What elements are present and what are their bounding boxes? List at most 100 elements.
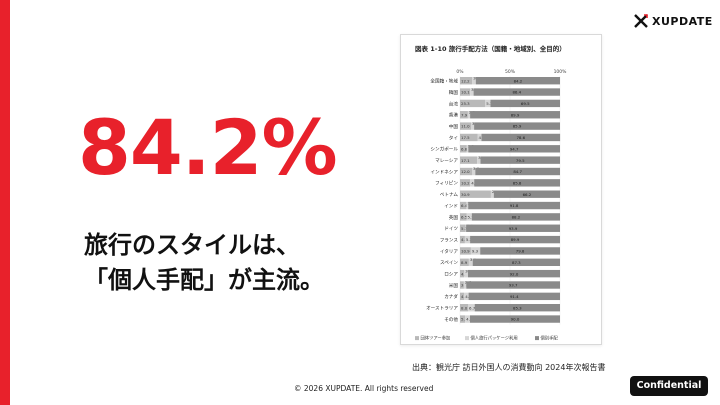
data-label: 88.2 [512,215,521,220]
bar-segment [466,281,560,289]
bar-segment [460,247,471,255]
bar-segment [470,179,475,187]
data-label: 90.0 [511,317,520,322]
bar-segment [460,156,478,164]
category-label: ドイツ [444,227,458,232]
bar-segment [480,156,560,164]
bar-segment [471,213,560,221]
data-label: 17.5 [461,135,470,140]
data-label: 30.9 [461,192,470,197]
data-label: 12.0 [461,169,470,174]
legend-swatch [465,336,469,341]
data-label: 5.7 [461,226,468,231]
category-label: マレーシア [435,158,458,164]
bar-segment [463,281,467,289]
bar-segment [477,133,482,142]
bar-segment [474,304,560,312]
data-label: 12.2 [461,78,470,83]
data-label: 7.9 [461,112,468,117]
headline-caption: 旅行のスタイルは、 「個人手配」が主流。 [84,228,324,298]
data-label: 4.9 [461,237,468,242]
category-label: イタリア [440,248,459,255]
category-label: タイ [449,134,458,141]
data-label: 89.9 [511,237,520,242]
bar-segment [460,122,471,130]
chart-title: 図表 1-10 旅行手配方法（国籍・地域別、全目的） [415,45,566,53]
bar-segment [468,304,475,312]
data-label: 93.7 [509,283,518,288]
category-label: 香港 [449,112,459,119]
bar-segment [474,122,560,130]
category-label: その他 [444,316,458,323]
bar-segment [460,269,465,278]
data-label: 66.2 [523,192,532,197]
data-label: 4.9 [466,317,473,322]
category-label: オーストラリア [426,306,458,312]
bar-segment [460,201,467,210]
bar-segment [464,269,468,278]
data-label: 78.6 [516,135,525,140]
bar-segment [466,224,560,232]
bar-segment [460,145,467,153]
bar-segment [468,269,560,278]
bar-segment [466,213,472,221]
bar-segment [468,258,473,266]
bar-segment [460,99,486,108]
category-label: フランス [440,237,459,243]
data-label: 10.9 [461,249,470,254]
data-label: 69.5 [521,101,530,106]
data-label: 6.7 [469,305,476,310]
category-label: 米国 [449,282,459,289]
category-label: ロシア [444,272,458,278]
data-label: 6.5 [461,215,468,220]
bar-segment [468,145,560,153]
bar-segment [460,304,468,312]
bar-segment [460,213,467,221]
data-label: 11.0 [461,124,470,129]
bar-segment [460,258,469,266]
bar-segment [464,235,471,244]
bar-segment [470,247,481,255]
data-label: 5.1 [461,317,468,322]
category-label: インドネシア [430,169,458,175]
data-label: 92.0 [510,271,519,276]
legend-label: 個別手配 [541,335,559,342]
category-label: フィリピン [435,181,458,187]
bar-segment [460,292,465,301]
bar-segment [473,88,560,96]
data-label: 10.1 [461,90,470,95]
bar-segment [460,281,464,289]
bar-segment [481,133,561,142]
bar-segment [490,99,560,108]
bar-segment [460,167,472,176]
bar-segment [460,133,478,142]
caption-line-2: 「個人手配」が主流。 [84,266,324,294]
legend-label: 団体ツアー参加 [421,335,451,342]
data-label: 86.4 [512,90,521,95]
bar-segment [460,77,473,85]
x-tick-label: 50% [505,69,516,75]
bar-segment [460,111,468,119]
data-label: 85.9 [513,124,522,129]
bar-segment [468,201,560,210]
data-label: 85.3 [513,305,522,310]
chart-card: 図表 1-10 旅行手配方法（国籍・地域別、全目的） 0% 50% 100% 全国籍・… [400,34,602,345]
bar-segment [466,201,469,210]
bar-segment [460,235,465,244]
category-label: 英国 [449,214,459,221]
data-label: 85.8 [513,180,522,185]
brand-name: XUPDATE [652,14,713,28]
data-label: 6.8 [461,146,468,151]
data-label: 84.7 [513,169,522,174]
data-label: 84.2 [514,78,523,83]
data-label: 94.7 [510,146,519,151]
data-label: 8.9 [461,260,468,265]
bar-segment [460,179,471,187]
data-label: 8.0 [461,305,468,310]
data-label: 9.3 [472,249,479,254]
bar-segment [467,111,471,119]
confidential-badge: Confidential [630,376,708,396]
x-tick-label: 0% [456,69,464,75]
x-logo-icon [634,14,648,28]
legend-label: 個人旅行パッケージ利用 [471,335,518,342]
